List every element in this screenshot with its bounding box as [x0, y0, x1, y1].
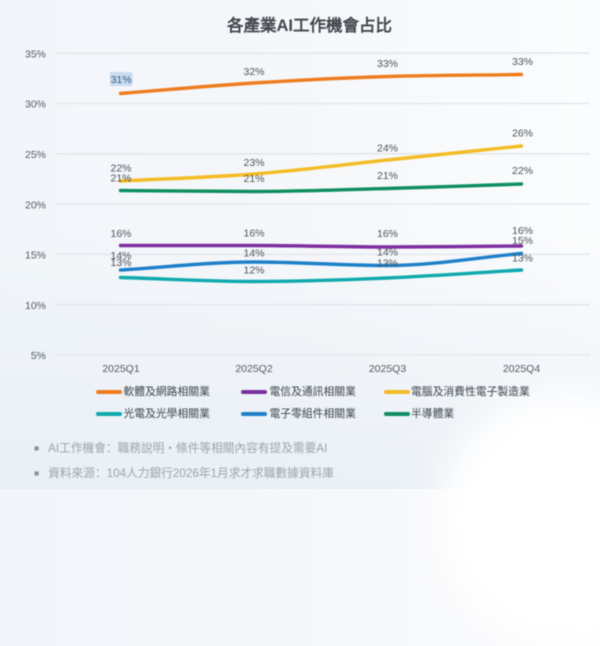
svg-text:31%: 31%	[111, 74, 132, 86]
svg-text:22%: 22%	[512, 165, 533, 177]
svg-text:5%: 5%	[31, 350, 46, 362]
svg-text:26%: 26%	[512, 128, 533, 140]
svg-text:21%: 21%	[377, 170, 398, 182]
svg-text:10%: 10%	[25, 300, 46, 312]
svg-text:32%: 32%	[243, 66, 264, 78]
svg-text:20%: 20%	[25, 199, 46, 211]
svg-text:2025Q3: 2025Q3	[369, 363, 407, 375]
svg-text:14%: 14%	[377, 247, 398, 259]
svg-text:21%: 21%	[243, 173, 264, 185]
svg-text:15%: 15%	[25, 250, 46, 262]
svg-text:16%: 16%	[110, 228, 131, 240]
svg-text:16%: 16%	[512, 225, 533, 237]
svg-text:13%: 13%	[377, 258, 398, 270]
svg-text:14%: 14%	[110, 250, 131, 262]
svg-text:13%: 13%	[512, 253, 533, 265]
svg-text:13%: 13%	[110, 257, 131, 269]
svg-text:33%: 33%	[377, 58, 398, 70]
svg-text:35%: 35%	[25, 48, 46, 60]
svg-text:33%: 33%	[512, 56, 533, 68]
svg-text:22%: 22%	[110, 163, 131, 175]
svg-text:25%: 25%	[25, 149, 46, 161]
svg-text:23%: 23%	[243, 157, 264, 169]
svg-text:2025Q2: 2025Q2	[235, 363, 273, 375]
svg-text:2025Q1: 2025Q1	[102, 363, 140, 375]
svg-text:16%: 16%	[243, 228, 264, 240]
svg-text:24%: 24%	[377, 143, 398, 155]
svg-text:21%: 21%	[110, 173, 131, 185]
svg-text:14%: 14%	[243, 248, 264, 260]
svg-text:15%: 15%	[512, 235, 533, 247]
svg-text:2025Q4: 2025Q4	[503, 363, 541, 375]
svg-text:30%: 30%	[25, 99, 46, 111]
svg-text:12%: 12%	[243, 264, 264, 276]
svg-text:16%: 16%	[377, 228, 398, 240]
